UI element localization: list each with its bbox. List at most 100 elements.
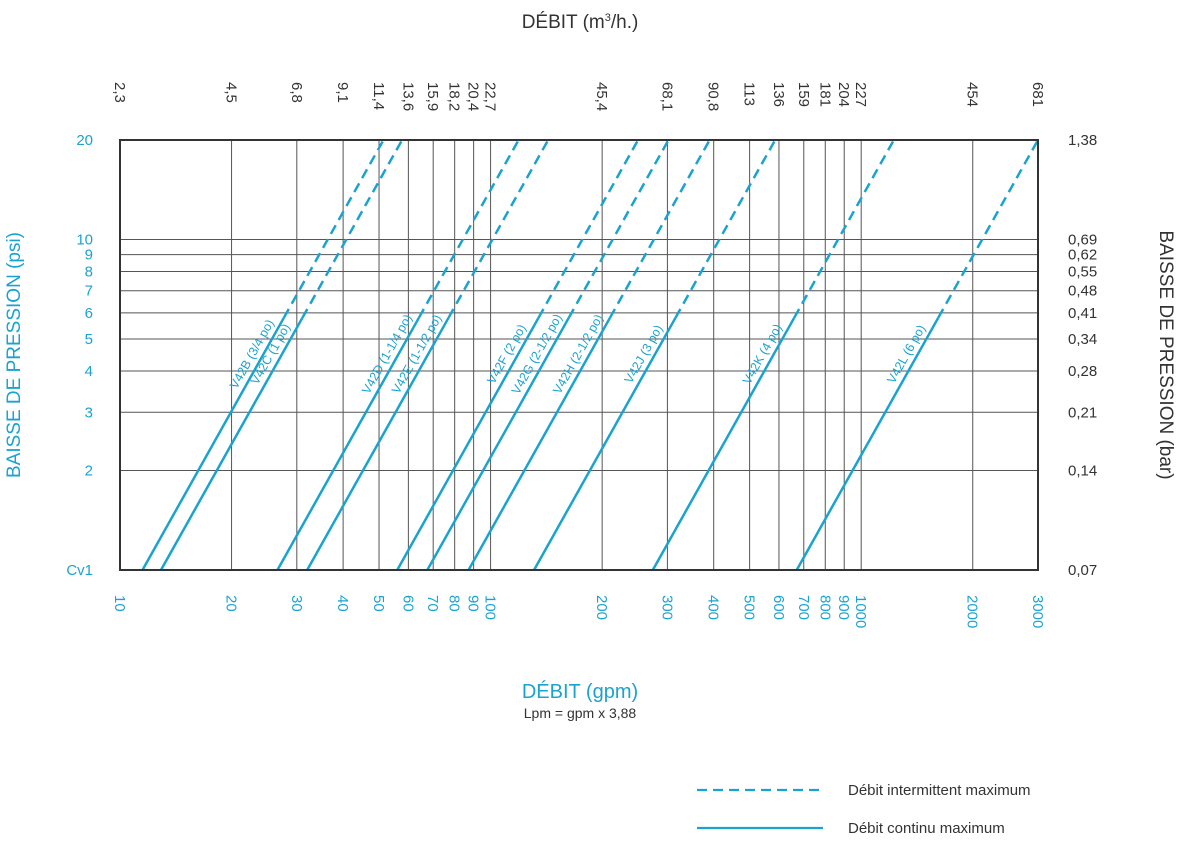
series-line-continuous: [306, 317, 450, 571]
x-axis-note: Lpm = gpm x 3,88: [524, 705, 637, 721]
x-tick-top: 4,5: [223, 82, 240, 103]
x-tick-bottom: 100: [482, 595, 499, 620]
series-line-intermittent: [301, 139, 404, 319]
legend-solid-label: Débit continu maximum: [848, 820, 1005, 837]
x-tick-top: 20,4: [465, 82, 482, 111]
series-line-continuous: [467, 317, 612, 571]
x-tick-bottom: 80: [446, 595, 463, 612]
y-tick-left: 6: [85, 305, 93, 322]
series-line-intermittent: [608, 139, 711, 319]
x-tick-top: 227: [852, 82, 869, 107]
y-tick-right: 0,62: [1068, 247, 1097, 264]
x-tick-bottom: 60: [399, 595, 416, 612]
top-axis-title-end: /h.): [611, 12, 638, 33]
x-tick-top: 11,4: [370, 82, 387, 110]
top-axis-title-main: DÉBIT (m: [522, 12, 605, 33]
series-line-continuous: [141, 317, 285, 571]
x-tick-bottom: 600: [770, 595, 787, 620]
x-tick-top: 90,8: [705, 82, 722, 111]
y-tick-left: 4: [85, 363, 93, 380]
y-tick-left: 7: [85, 283, 93, 300]
legend-dashed-label: Débit intermittent maximum: [848, 782, 1031, 799]
series-lines: [141, 139, 1040, 571]
x-tick-bottom: 200: [593, 595, 610, 620]
x-tick-top: 159: [795, 82, 812, 107]
y-tick-left: 10: [76, 231, 93, 248]
y-tick-left: Cv1: [66, 562, 93, 579]
x-tick-top: 136: [770, 82, 787, 107]
series-line-intermittent: [447, 139, 550, 319]
x-tick-top: 181: [816, 82, 833, 107]
x-tick-bottom: 50: [370, 595, 387, 612]
x-tick-bottom: 300: [658, 595, 675, 620]
series-line-intermittent: [674, 139, 777, 319]
y-tick-right: 0,34: [1068, 331, 1097, 348]
x-tick-bottom: 20: [223, 595, 240, 612]
y-tick-right: 0,48: [1068, 283, 1097, 300]
x-tick-bottom: 900: [835, 595, 852, 620]
x-tick-bottom: 40: [334, 595, 351, 612]
series-line-intermittent: [282, 139, 385, 319]
series-labels: V42B (3/4 po)V42C (1 po) V42D (1-1/4 po)V…: [227, 312, 928, 397]
x-tick-top: 18,2: [446, 82, 463, 111]
x-tick-top: 681: [1029, 82, 1046, 107]
x-tick-top: 13,6: [399, 82, 416, 111]
y-tick-left: 9: [85, 247, 93, 264]
tick-labels: 102,3204,5306,8409,15011,46013,67015,980…: [66, 82, 1097, 628]
y-tick-right: 0,07: [1068, 562, 1097, 579]
series-line-continuous: [651, 317, 796, 571]
x-tick-bottom: 70: [424, 595, 441, 612]
y-tick-right: 1,38: [1068, 132, 1097, 149]
plot-frame: [119, 139, 1039, 571]
x-tick-bottom: 90: [465, 595, 482, 612]
x-tick-top: 15,9: [424, 82, 441, 111]
x-tick-top: 6,8: [288, 82, 305, 103]
series-line-continuous: [276, 317, 421, 571]
x-tick-top: 113: [741, 82, 758, 106]
y-tick-left: 20: [76, 132, 93, 149]
y-tick-right: 0,21: [1068, 404, 1097, 421]
y-tick-left: 5: [85, 331, 93, 348]
series-line-continuous: [159, 317, 304, 571]
y-tick-right: 0,41: [1068, 305, 1097, 322]
x-tick-top: 9,1: [334, 82, 351, 103]
x-tick-top: 2,3: [111, 82, 128, 103]
series-line-intermittent: [417, 139, 520, 319]
x-tick-bottom: 10: [111, 595, 128, 612]
right-axis-title: BAISSE DE PRESSION (bar): [1155, 230, 1176, 479]
x-tick-top: 454: [964, 82, 981, 107]
x-tick-bottom: 500: [741, 595, 758, 620]
series-line-continuous: [532, 317, 677, 571]
y-tick-right: 0,69: [1068, 231, 1097, 248]
x-tick-bottom: 3000: [1029, 595, 1046, 628]
x-axis-title: DÉBIT (gpm): [522, 680, 638, 703]
x-tick-bottom: 700: [795, 595, 812, 620]
series-line-intermittent: [567, 139, 670, 319]
series-line-intermittent: [537, 139, 640, 319]
series-line-continuous: [426, 317, 570, 571]
x-tick-bottom: 30: [288, 595, 305, 612]
x-tick-top: 68,1: [658, 82, 675, 111]
y-tick-left: 2: [85, 463, 93, 480]
y-tick-right: 0,14: [1068, 463, 1097, 480]
y-tick-left: 3: [85, 404, 93, 421]
legend: Débit intermittent maximum Débit continu…: [697, 782, 1031, 837]
y-tick-left: 8: [85, 264, 93, 281]
top-axis-title-sup: 3: [605, 12, 611, 24]
series-line-continuous: [396, 317, 540, 571]
x-tick-bottom: 400: [705, 595, 722, 620]
x-tick-bottom: 2000: [964, 595, 981, 628]
left-axis-title: BAISSE DE PRESSION (psi): [4, 232, 25, 478]
y-tick-right: 0,55: [1068, 264, 1097, 281]
x-tick-bottom: 1000: [852, 595, 869, 628]
top-axis-title: DÉBIT (m3/h.): [522, 12, 639, 33]
x-tick-top: 204: [835, 82, 852, 107]
x-tick-top: 22,7: [482, 82, 499, 111]
series-line-continuous: [795, 317, 940, 571]
series-line-intermittent: [793, 139, 895, 319]
series-line-intermittent: [937, 139, 1040, 319]
y-tick-right: 0,28: [1068, 363, 1097, 380]
x-tick-top: 45,4: [593, 82, 610, 111]
x-tick-bottom: 800: [816, 595, 833, 620]
